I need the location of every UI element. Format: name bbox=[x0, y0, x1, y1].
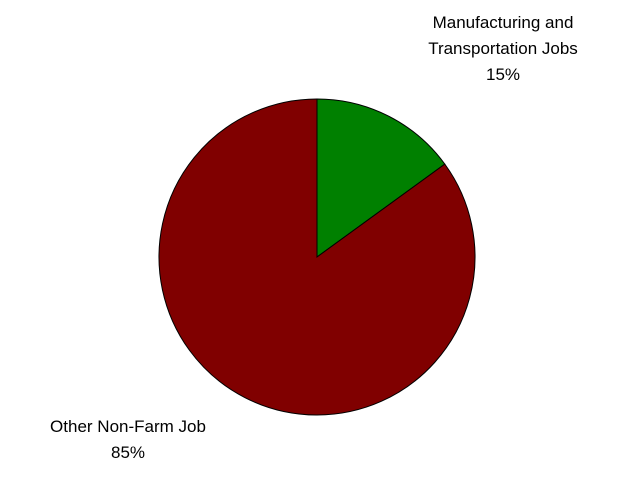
slice-value-label: 15% bbox=[486, 65, 520, 84]
slice-category-label: Manufacturing and bbox=[433, 13, 574, 32]
pie-labels: Manufacturing and Transportation Jobs 15% O… bbox=[50, 13, 578, 462]
slice-label-1: Manufacturing and Transportation Jobs 15% bbox=[428, 13, 578, 84]
slice-value-label: 85% bbox=[111, 443, 145, 462]
slice-category-label: Other Non-Farm Job bbox=[50, 417, 206, 436]
pie-slice-1 bbox=[316, 98, 446, 258]
pie-slices bbox=[158, 98, 476, 416]
slice-category-label: Transportation Jobs bbox=[428, 39, 578, 58]
slice-label-2: Other Non-Farm Job 85% bbox=[50, 417, 206, 462]
pie-slice-2 bbox=[158, 98, 476, 416]
